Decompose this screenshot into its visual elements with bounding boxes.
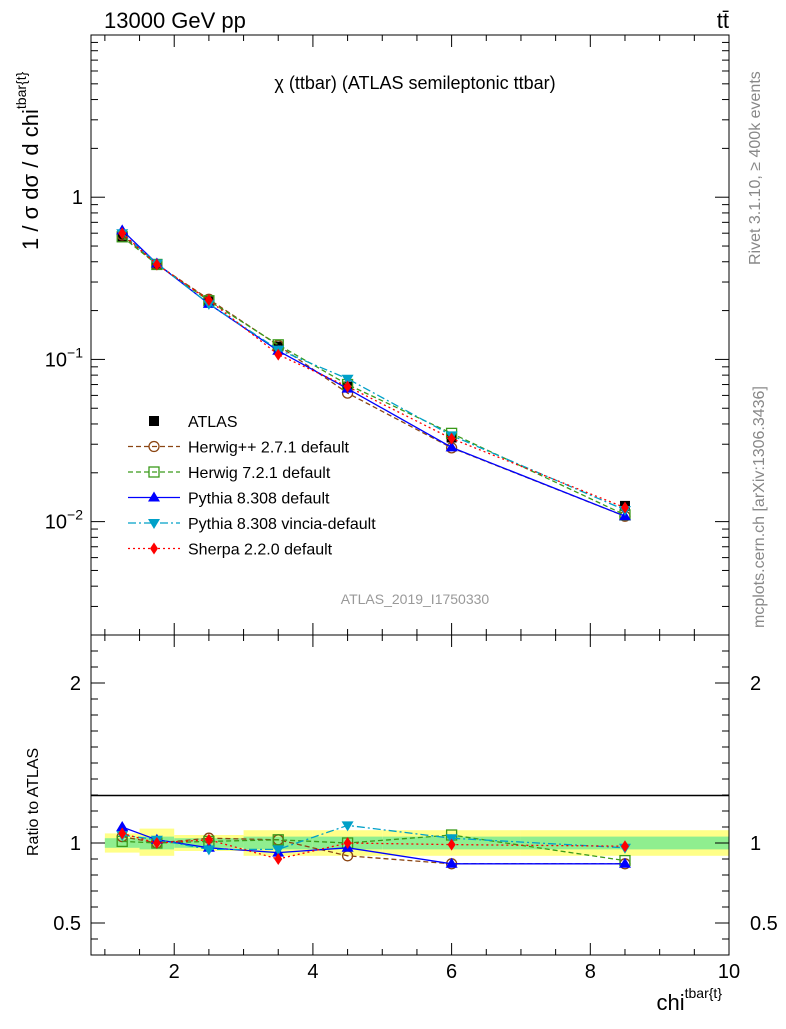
x-axis-title-sup: tbar{t} [685,985,723,1001]
ratio-point [272,834,284,846]
ratio-point [152,837,161,849]
legend-item: ATLAS [149,414,238,431]
legend-item: Herwig 7.2.1 default [128,465,331,482]
ratio-y-tick-label: 2 [70,673,81,695]
x-axis-title-main: chi [657,990,685,1015]
series-sherpa-2-2-0-default [118,227,629,514]
legend-label: Herwig 7.2.1 default [188,465,331,482]
x-axis-title: chitbar{t} [657,985,723,1015]
legend-label: Pythia 8.308 vincia-default [188,516,376,533]
x-tick-label: 2 [169,961,180,983]
ratio-point [274,853,283,865]
energy-label: 13000 GeV pp [104,8,246,33]
legend-item: Pythia 8.308 vincia-default [128,516,376,533]
data-point [447,432,456,445]
legend-marker [148,519,160,529]
ratio-point [202,845,215,856]
ratio-point [272,845,285,856]
main-frame [90,34,730,636]
legend-marker [150,542,158,555]
legend-item: Sherpa 2.2.0 default [128,542,333,559]
analysis-watermark: ATLAS_2019_I1750330 [341,591,490,607]
legend-label: Herwig++ 2.7.1 default [188,440,350,457]
main-panel: 1 10−1 10−2 χ (ttbar) (ATLAS semileptonic … [13,34,730,636]
ratio-y-tick-label: 0.5 [53,913,81,935]
process-label: tt̄ [717,8,729,33]
legend: ATLAS Herwig++ 2.7.1 default Herwig 7.2.1 … [128,414,376,559]
ratio-panel: 2 4 6 8 10 0.5 0.5 1 1 2 2 Ratio to ATLAS [25,634,778,983]
x-tick-label: 8 [585,961,596,983]
ratio-point [118,827,127,840]
y-tick-label: 10−1 [45,344,83,371]
data-point [343,380,352,393]
x-tick-label: 6 [446,961,457,983]
ratio-series-group [116,821,631,870]
x-tick-label: 4 [307,961,318,983]
ratio-y-tick-label-right: 0.5 [750,913,778,935]
y-tick-label: 10−2 [45,507,83,534]
legend-marker [148,491,160,502]
data-point [204,294,213,307]
data-point [620,501,629,514]
ratio-series-sherpa-2-2-0-default [118,827,629,865]
y-tick-label: 1 [72,187,83,209]
data-point [118,227,127,240]
legend-item: Herwig++ 2.7.1 default [128,440,350,457]
svg-text:chitbar{t}: chitbar{t} [657,985,723,1015]
ratio-point [445,857,458,868]
main-series-group [116,224,631,522]
x-tick-label: 10 [718,961,740,983]
ratio-y-tick-label-right: 1 [750,833,761,855]
legend-marker [148,466,160,478]
legend-item: Pythia 8.308 default [128,491,330,508]
ratio-point [620,840,629,853]
legend-label: Sherpa 2.2.0 default [188,542,333,559]
legend-label: ATLAS [188,414,238,431]
ratio-axis-ticks: 2 4 6 8 10 0.5 0.5 1 1 2 2 [53,635,778,983]
data-point [152,258,161,271]
inner-band [104,838,140,848]
legend-marker [148,440,160,453]
y-axis-title-sup: tbar{t} [13,71,29,109]
y-axis-title-main: 1 / σ dσ / d chi [18,109,43,250]
ratio-axis-title: Ratio to ATLAS [25,748,42,856]
legend-marker [149,416,159,426]
y-axis-title: 1 / σ dσ / d chitbar{t} [13,71,43,250]
ratio-y-tick-label: 1 [70,833,81,855]
data-point [445,441,458,452]
main-axis-ticks: 1 10−1 10−2 [45,35,730,636]
rivet-label: Rivet 3.1.10, ≥ 400k events [747,71,764,265]
ratio-y-tick-label-right: 2 [750,673,761,695]
ratio-point [204,833,213,846]
data-point [341,374,354,385]
ratio-point [116,821,129,831]
ratio-point [618,857,631,868]
ratio-point [341,821,354,832]
ratio-point [343,837,352,849]
data-point [274,348,283,361]
legend-label: Pythia 8.308 default [188,491,330,508]
mcplots-label: mcplots.cern.ch [arXiv:1306.3436] [751,386,768,628]
svg-text:1 / σ dσ / d chitbar{t}: 1 / σ dσ / d chitbar{t} [13,71,43,250]
ratio-point [447,838,456,851]
chart-title: χ (ttbar) (ATLAS semileptonic ttbar) [274,73,555,93]
